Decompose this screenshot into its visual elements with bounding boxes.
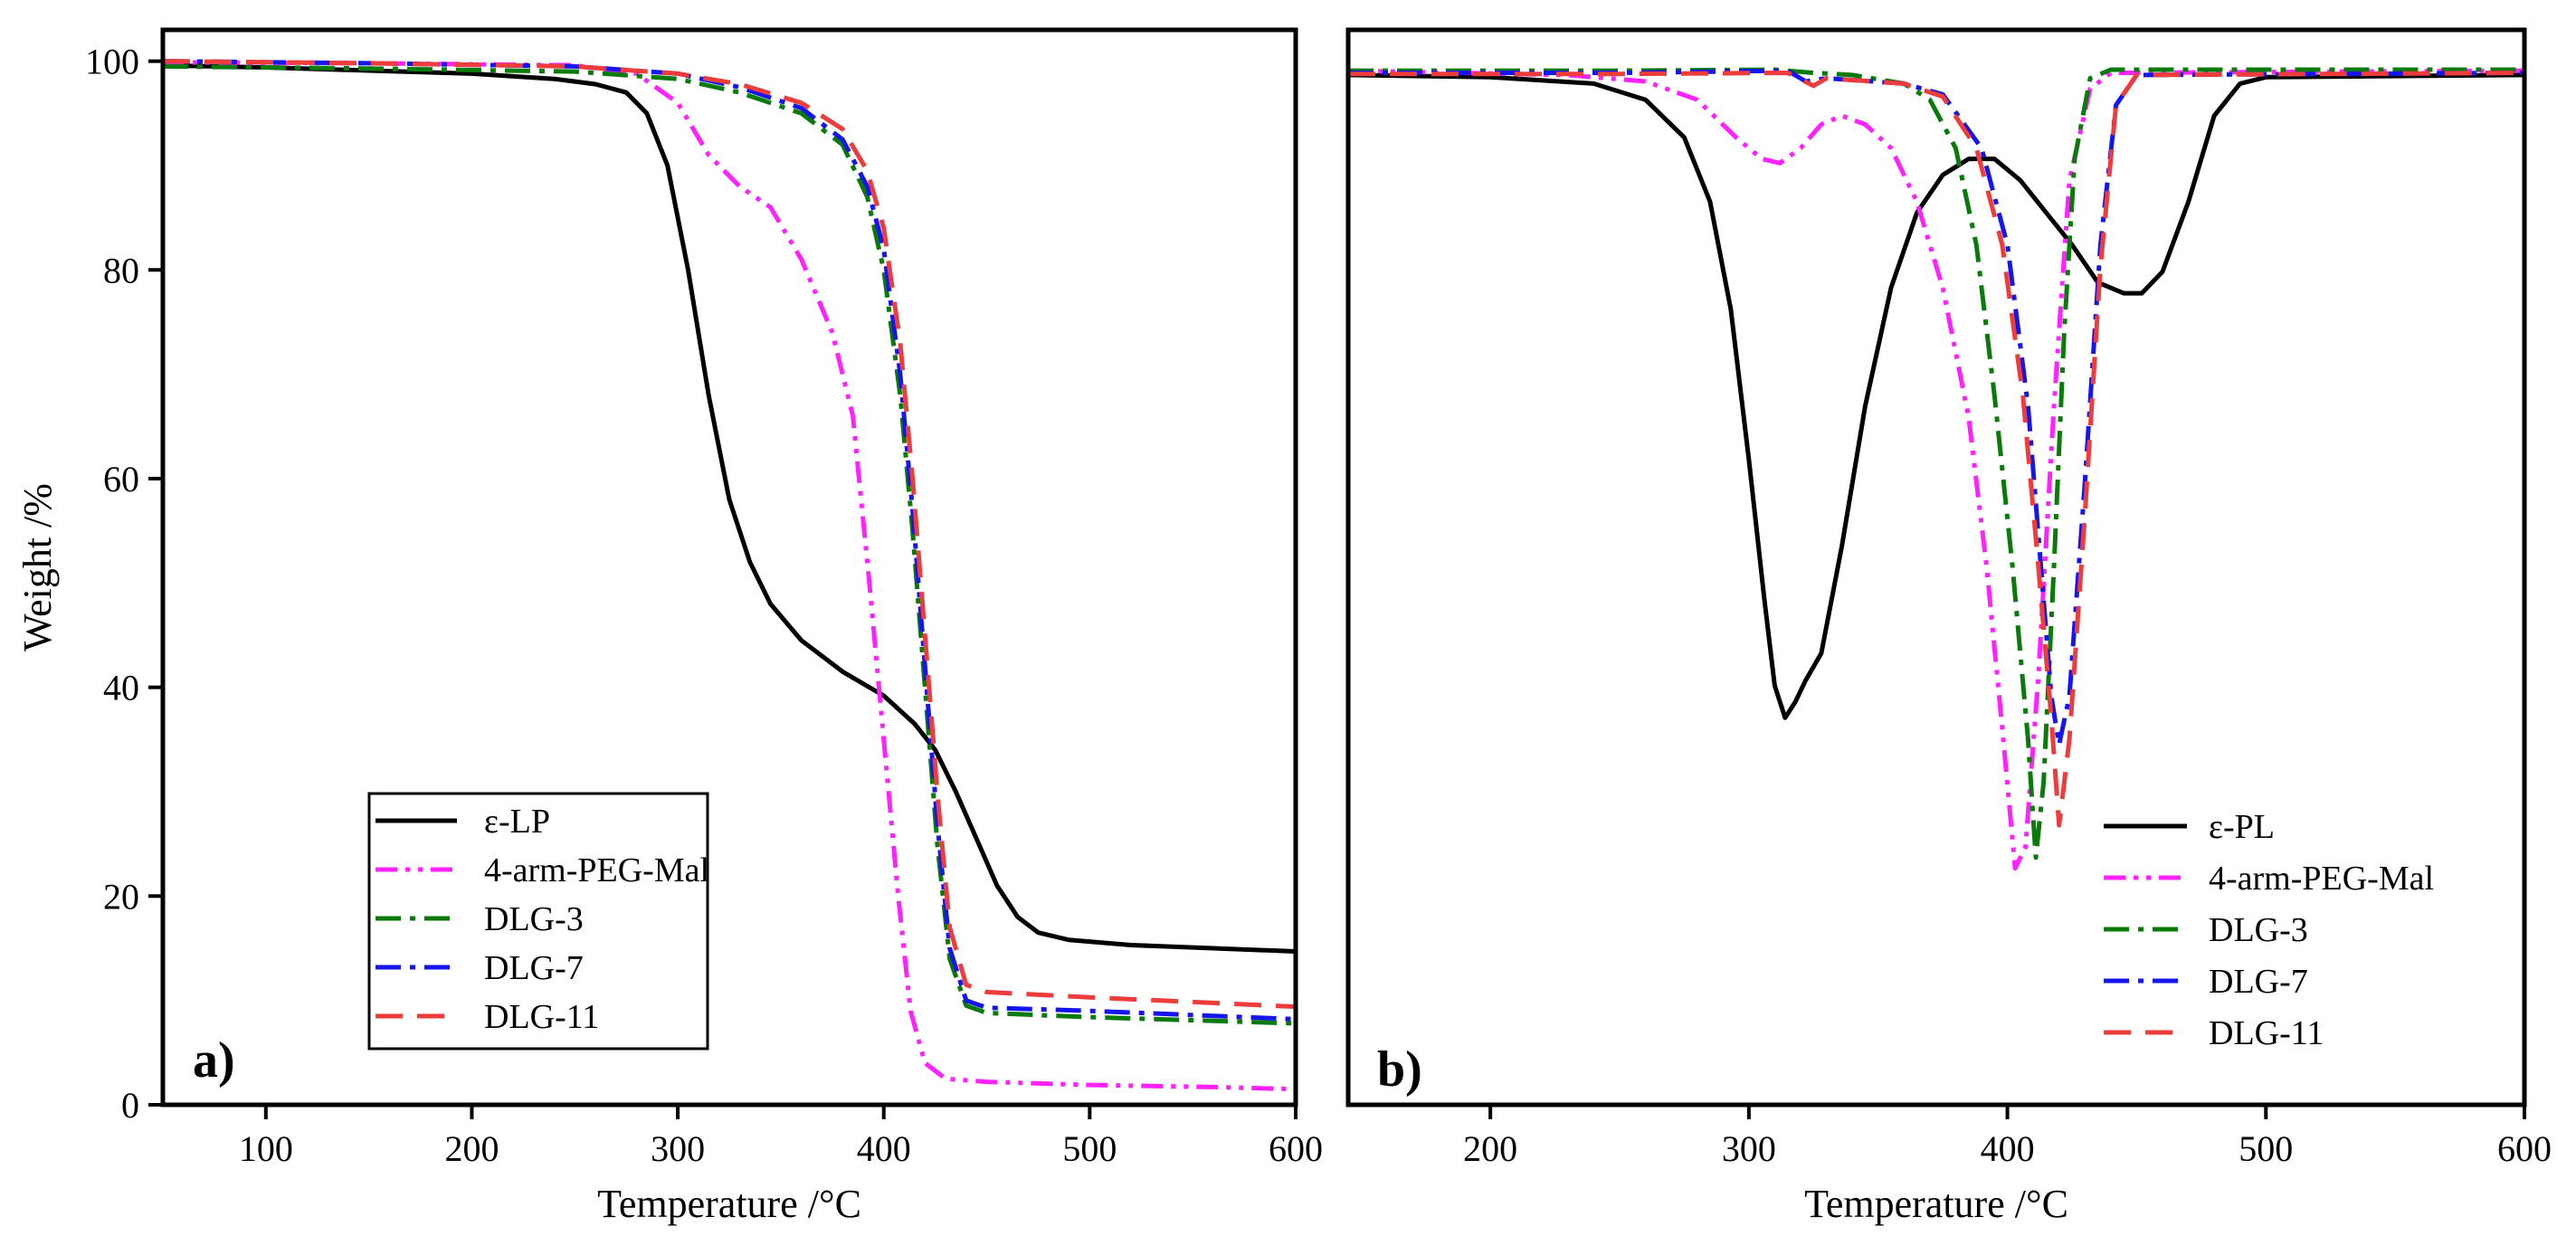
panel-a-x-tick-label: 500 <box>1062 1128 1117 1169</box>
panel-a-ticks: 100 200 300 400 500 600 0 20 40 60 80 100 <box>85 42 1323 1169</box>
panel-a-y-axis-label: Weight /% <box>15 483 60 651</box>
panel-b-ticks: 200 300 400 500 600 <box>1463 1105 2552 1169</box>
panel-b-series-dlg-11 <box>1348 71 2525 828</box>
panel-a-legend-box <box>367 792 709 1051</box>
panel-a-y-tick-label: 80 <box>103 250 139 290</box>
panel-a-chart: 100 200 300 400 500 600 0 20 40 60 80 100 Weight /%… <box>15 27 1323 1226</box>
panel-b-legend-label-dlg-11: DLG-11 <box>2209 1014 2324 1052</box>
panel-a-legend: ε-LP 4-arm-PEG-Mal DLG-3 DLG-7 DLG-11 <box>367 792 709 1051</box>
panel-a-legend-label-dlg-7: DLG-7 <box>484 949 584 987</box>
panel-b-series-pl <box>1347 72 2525 720</box>
panel-b-series-layer <box>1347 67 2525 871</box>
panel-b-x-tick-label: 200 <box>1463 1128 1517 1169</box>
panel-a-series-dlg-3 <box>162 63 1297 1026</box>
panel-a-series-4-arm-peg-mal <box>162 60 1297 1092</box>
panel-a-series-lp <box>162 62 1297 954</box>
panel-a-y-tick-label: 100 <box>85 42 139 82</box>
panel-b-legend-label-pl: ε-PL <box>2209 808 2275 846</box>
panel-a-series-dlg-7 <box>162 59 1297 1022</box>
panel-b-x-tick-label: 600 <box>2497 1128 2552 1169</box>
panel-a-legend-label-dlg-11: DLG-11 <box>484 998 599 1036</box>
panel-a-series-dlg-11 <box>162 59 1297 1010</box>
panel-a-letter: a) <box>193 1032 235 1089</box>
panel-a-series-layer <box>162 59 1297 1092</box>
panel-a-x-tick-label: 400 <box>857 1128 911 1169</box>
panel-b-series-dlg-3 <box>1348 67 2524 860</box>
panel-b-x-tick-label: 300 <box>1722 1128 1776 1169</box>
panel-a-legend-label-4-arm-peg-mal: 4-arm-PEG-Mal <box>484 851 709 889</box>
panel-b-x-axis-label: Temperature /°C <box>1804 1182 2068 1226</box>
panel-b-legend-label-dlg-3: DLG-3 <box>2209 911 2308 949</box>
panel-b-chart: 200 300 400 500 600 Temperature /°C b) ε-PL 4… <box>1345 27 2552 1226</box>
panel-b-series-4-arm-peg-mal <box>1347 68 2525 871</box>
panel-b-x-tick-label: 500 <box>2239 1128 2293 1169</box>
panel-a-legend-label-lp: ε-LP <box>484 803 550 841</box>
panel-a-x-tick-label: 300 <box>651 1128 705 1169</box>
panel-a-x-tick-label: 100 <box>239 1128 293 1169</box>
panel-a-y-tick-label: 40 <box>103 668 139 708</box>
panel-b-legend-label-dlg-7: DLG-7 <box>2209 963 2308 1001</box>
panel-a-y-tick-label: 60 <box>103 459 139 499</box>
panel-a-x-tick-label: 200 <box>444 1128 499 1169</box>
panel-a-x-tick-label: 600 <box>1269 1128 1323 1169</box>
panel-a-frame <box>160 27 1298 1108</box>
panel-a-legend-label-dlg-3: DLG-3 <box>484 900 584 938</box>
panel-b-frame <box>1345 27 2527 1108</box>
panel-a-y-tick-label: 0 <box>121 1085 139 1126</box>
panel-b-letter: b) <box>1377 1041 1422 1098</box>
panel-a-x-axis-label: Temperature /°C <box>597 1182 861 1226</box>
panel-a-y-tick-label: 20 <box>103 876 139 917</box>
panel-b-legend-label-4-arm-peg-mal: 4-arm-PEG-Mal <box>2209 860 2434 898</box>
panel-b-x-tick-label: 400 <box>1981 1128 2035 1169</box>
panel-b-legend: ε-PL 4-arm-PEG-Mal DLG-3 DLG-7 DLG-11 <box>2104 808 2434 1052</box>
